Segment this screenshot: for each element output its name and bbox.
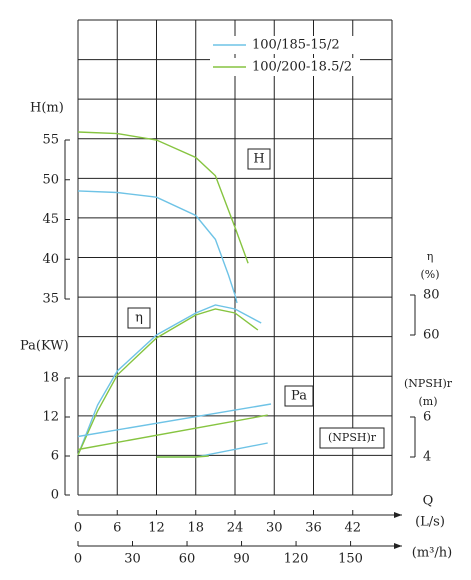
legend-label: 100/185-15/2 [252,38,340,53]
y-tick-label: 40 [42,252,59,267]
y-axis-unit: (%) [420,268,439,281]
legend-bg [210,36,360,54]
x-tick-label: 24 [227,521,244,536]
x-tick-label: 12 [148,521,165,536]
x-axis-arrow [394,512,402,518]
y-tick-label: 12 [42,410,59,425]
x-tick-label: 18 [187,521,204,536]
y-axis-label: η [427,250,434,263]
annotation: η [135,311,143,326]
x2-tick-label: 60 [179,552,196,567]
y-tick-label: 35 [42,292,59,307]
x-tick-label: 42 [344,521,361,536]
curve [77,190,238,304]
annotation: H [253,152,264,167]
annotation: (NPSH)r [328,431,377,444]
y-axis-label: Pa(KW) [20,339,69,354]
x-tick-label: 6 [113,521,121,536]
curve [77,131,249,264]
annotation-box [247,148,271,170]
y-axis-label: H(m) [30,101,64,116]
y-tick-label: 18 [42,371,59,386]
annotation-box [284,385,314,407]
y-tick-label: 55 [42,133,59,148]
curve [156,455,209,458]
y-axis-unit: (m) [418,395,437,408]
y-tick-label: 4 [423,450,431,465]
x-tick-label: 0 [74,521,82,536]
curve [156,442,268,458]
x-tick-label: 36 [305,521,322,536]
curve [77,414,268,451]
y-tick-label: 6 [423,410,431,425]
legend-label: 100/200-18.5/2 [252,60,352,75]
curve [77,304,262,456]
annotation-box [127,307,151,329]
x-axis-unit: (L/s) [415,515,445,530]
y-tick-label: 0 [51,488,59,503]
annotation-box [319,427,385,449]
x2-tick-label: 0 [74,552,82,567]
x2-tick-label: 150 [338,552,363,567]
x2-axis-unit: (m³/h) [412,546,452,561]
curve [77,308,259,456]
y-axis-label: (NPSH)r [404,377,453,390]
x2-tick-label: 120 [284,552,309,567]
legend-bg [210,58,360,76]
x2-tick-label: 90 [233,552,250,567]
y-tick-label: 50 [42,172,59,187]
y-tick-label: 6 [51,449,59,464]
y-tick-label: 80 [423,288,440,303]
y-tick-label: 60 [423,328,440,343]
x-axis-label: Q [423,494,434,509]
x2-axis-arrow [394,543,402,549]
x-tick-label: 30 [266,521,283,536]
curve [77,403,272,438]
annotation: Pa [291,389,307,404]
x2-tick-label: 30 [124,552,141,567]
y-tick-label: 45 [42,212,59,227]
